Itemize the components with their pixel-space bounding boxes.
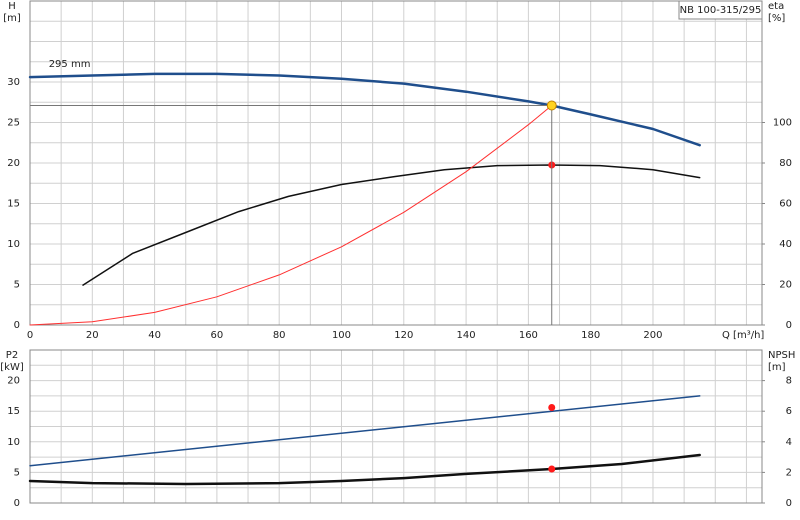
operating-point [546,100,557,111]
y-axis-unit: [kW] [0,362,24,373]
plot-frame [29,349,763,504]
y-tick-label: 5 [14,467,20,478]
curve [29,105,553,326]
y-tick-label: 30 [7,77,20,88]
curve [82,164,701,286]
annotation: 295 mm [49,59,91,70]
y2-axis-label: NPSH [768,350,795,361]
y2-tick-label: 40 [779,239,792,250]
chart-title: NB 100-315/295 [680,5,762,16]
y2-axis-unit: [m] [768,362,786,373]
y2-tick-label: 20 [779,280,792,291]
x-tick-label: 180 [581,330,600,341]
y2-tick-label: 80 [779,158,792,169]
title-box [678,0,763,20]
curve [28,453,701,486]
x-tick-label: 0 [27,330,33,341]
y-tick-label: 10 [7,437,20,448]
x-tick-label: 140 [457,330,476,341]
y2-tick-label: 100 [773,118,792,129]
curve [29,395,701,467]
x-tick-label: 120 [394,330,413,341]
y-tick-label: 15 [7,199,20,210]
y2-axis-unit: [%] [768,13,785,24]
y-tick-label: 10 [7,239,20,250]
y-tick-label: 25 [7,118,20,129]
y2-tick-label: 2 [786,467,792,478]
operating-point [548,404,556,412]
y2-tick-label: 6 [786,406,792,417]
y-tick-label: 15 [7,406,20,417]
y-tick-label: 20 [7,158,20,169]
y2-tick-label: 0 [786,320,792,331]
y2-tick-label: 8 [786,376,792,387]
plot-frame [29,0,763,326]
x-tick-label: 100 [332,330,351,341]
y2-tick-label: 4 [786,437,792,448]
x-tick-label: 200 [643,330,662,341]
y2-tick-label: 0 [786,498,792,509]
x-tick-label: 60 [211,330,224,341]
y-axis-label: P2 [6,350,18,361]
y-tick-label: 0 [14,498,20,509]
x-tick-label: 20 [86,330,99,341]
x-tick-label: 80 [273,330,286,341]
y2-tick-label: 60 [779,199,792,210]
operating-point [548,465,556,473]
y2-axis-label: eta [768,1,784,12]
y-tick-label: 0 [14,320,20,331]
y-tick-label: 20 [7,376,20,387]
y-axis-label: H [8,1,16,12]
x-axis-label: Q [m³/h] [722,330,764,341]
x-tick-label: 40 [148,330,161,341]
x-tick-label: 160 [519,330,538,341]
y-tick-label: 5 [14,280,20,291]
curve [28,72,701,147]
y-axis-unit: [m] [3,13,21,24]
